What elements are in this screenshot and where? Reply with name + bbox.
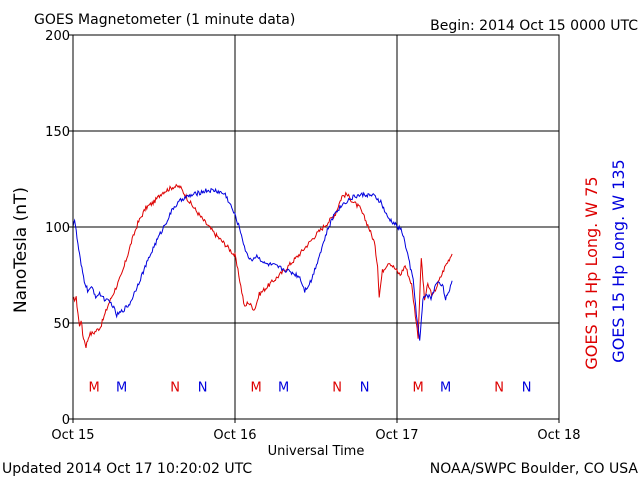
annotation-m: M [88, 380, 99, 395]
updated-timestamp: Updated 2014 Oct 17 10:20:02 UTC [2, 461, 252, 477]
x-axis-label: Universal Time [268, 444, 365, 459]
annotation-n: N [360, 380, 370, 395]
annotation-n: N [198, 380, 208, 395]
x-axis-ticks: Oct 15 Oct 16 Oct 17 Oct 18 [51, 419, 581, 443]
x-tick-label: Oct 17 [375, 428, 418, 443]
annotation-n: N [522, 380, 532, 395]
y-tick-label: 150 [45, 125, 70, 140]
series-line-goes13 [72, 183, 453, 349]
x-tick-label: Oct 18 [537, 428, 580, 443]
y-tick-label: 200 [45, 29, 70, 44]
begin-label: Begin: 2014 Oct 15 0000 UTC [430, 18, 638, 34]
grid [73, 35, 559, 419]
series-line-goes15 [72, 187, 453, 341]
y-tick-label: 100 [45, 221, 70, 236]
annotation-m: M [116, 380, 127, 395]
legend-goes13: GOES 13 Hp Long. W 75 [582, 176, 601, 369]
y-tick-label: 50 [53, 317, 70, 332]
chart-title: GOES Magnetometer (1 minute data) [34, 12, 295, 28]
y-axis-ticks: 0 50 100 150 200 [45, 29, 73, 428]
y-tick-label: 0 [62, 413, 70, 428]
annotation-n: N [494, 380, 504, 395]
x-tick-label: Oct 15 [51, 428, 94, 443]
annotation-n: N [170, 380, 180, 395]
annotation-n: N [332, 380, 342, 395]
annotation-m: M [278, 380, 289, 395]
legend-goes15: GOES 15 Hp Long. W 135 [609, 159, 628, 362]
annotation-m: M [412, 380, 423, 395]
annotation-m: M [250, 380, 261, 395]
annotation-m: M [440, 380, 451, 395]
x-tick-label: Oct 16 [213, 428, 256, 443]
y-axis-label: NanoTesla (nT) [11, 187, 31, 313]
credit-label: NOAA/SWPC Boulder, CO USA [430, 461, 639, 477]
series-lines [72, 183, 453, 349]
